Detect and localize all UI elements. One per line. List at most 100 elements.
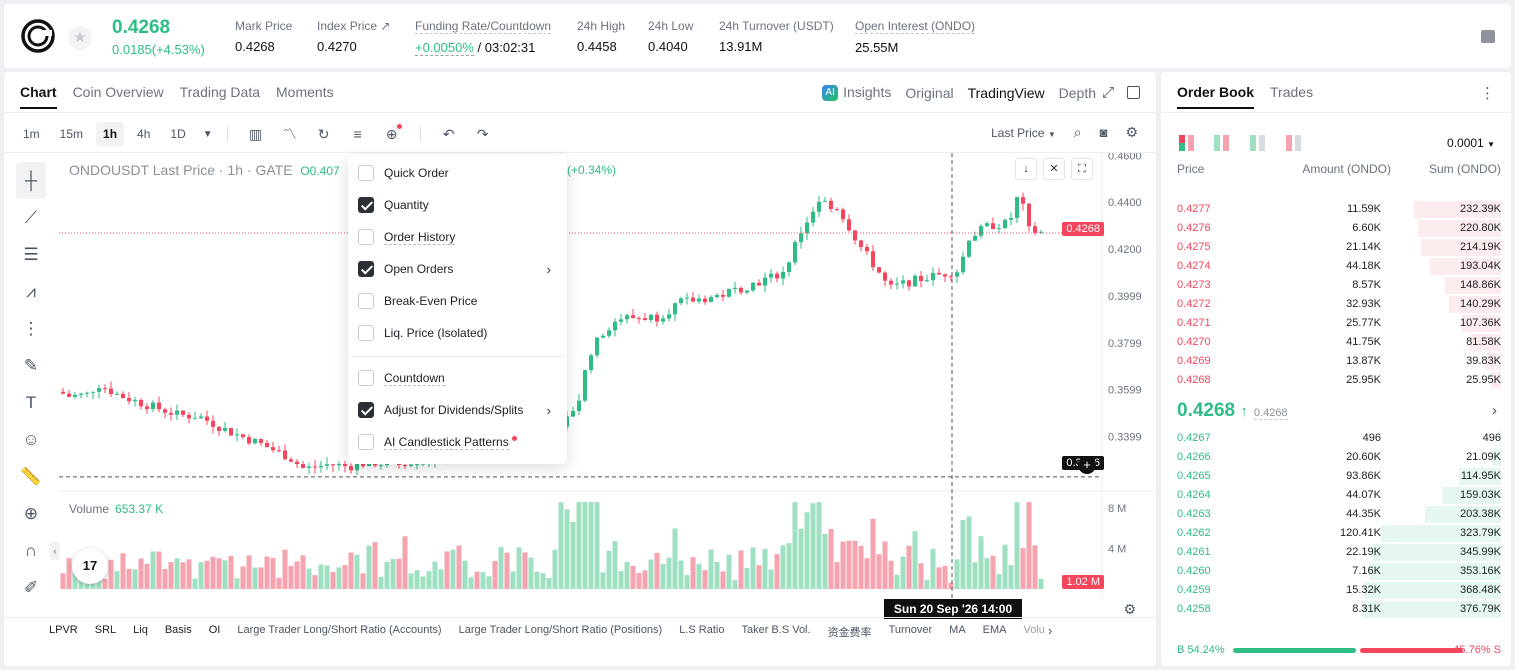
order-book-row[interactable]: 0.4276 6.60K 220.80K	[1177, 219, 1501, 238]
order-book-row[interactable]: 0.4265 93.86K 114.95K	[1177, 467, 1501, 486]
menu-item-open-orders[interactable]: Open Orders ›	[358, 257, 557, 281]
checkbox-checked[interactable]	[358, 402, 374, 418]
horizontal-lines-icon[interactable]: ☰	[23, 245, 39, 264]
order-book-row[interactable]: 0.4274 44.18K 193.04K	[1177, 257, 1501, 276]
order-book-row[interactable]: 0.4272 32.93K 140.29K	[1177, 295, 1501, 314]
checkbox[interactable]	[358, 370, 374, 386]
asks-only-icon[interactable]	[1286, 135, 1302, 151]
precision-select[interactable]: 0.0001 ▼	[1447, 136, 1495, 150]
undo-icon[interactable]: ↶	[442, 125, 455, 142]
order-book-row[interactable]: 0.4269 13.87K 39.83K	[1177, 352, 1501, 371]
timeframe-1d[interactable]: 1D	[170, 127, 186, 141]
gate-logo-icon[interactable]	[20, 18, 56, 54]
window-icon[interactable]	[1127, 86, 1140, 99]
indicator-ema[interactable]: EMA	[982, 624, 1007, 636]
checkbox[interactable]	[358, 165, 374, 181]
checkbox[interactable]	[358, 434, 374, 450]
checkbox-checked[interactable]	[358, 261, 374, 277]
order-book-row[interactable]: 0.4262 120.41K 323.79K	[1177, 524, 1501, 543]
both-sides-icon[interactable]	[1179, 135, 1195, 151]
chevron-down-icon[interactable]: ▼	[202, 128, 213, 140]
chevron-right-icon[interactable]: ›	[1048, 623, 1053, 638]
pencil-lock-icon[interactable]: ✐	[23, 578, 39, 597]
bids-asks-split-icon[interactable]	[1214, 135, 1230, 151]
menu-item-countdown[interactable]: Countdown	[358, 366, 557, 390]
checkbox-checked[interactable]	[358, 197, 374, 213]
order-book-row[interactable]: 0.4260 7.16K 353.16K	[1177, 562, 1501, 581]
chevron-right-icon[interactable]: ›	[1492, 402, 1497, 419]
magnet-icon[interactable]: ∩	[24, 541, 38, 560]
order-book-row[interactable]: 0.4267 496 496	[1177, 429, 1501, 448]
indicator-volume[interactable]: Volu	[1023, 624, 1045, 636]
emoji-icon[interactable]: ☺	[22, 430, 40, 449]
order-book-row[interactable]: 0.4268 25.95K 25.95K	[1177, 371, 1501, 390]
tab-insights[interactable]: AI Insights	[822, 84, 891, 102]
crosshair-icon[interactable]: ┼	[16, 162, 46, 199]
templates-icon[interactable]: ≡	[353, 126, 362, 142]
collapse-toolbar-icon[interactable]: ‹	[50, 542, 60, 560]
tab-trading-data[interactable]: Trading Data	[179, 84, 261, 100]
text-icon[interactable]: T	[25, 393, 37, 412]
tab-depth[interactable]: Depth	[1058, 84, 1096, 101]
indicator-large-trader-positions[interactable]: Large Trader Long/Short Ratio (Positions…	[458, 624, 663, 636]
order-book-row[interactable]: 0.4275 21.14K 214.19K	[1177, 238, 1501, 257]
order-book-row[interactable]: 0.4263 44.35K 203.38K	[1177, 505, 1501, 524]
timeframe-1h[interactable]: 1h	[96, 122, 125, 146]
menu-item-liq-price[interactable]: Liq. Price (Isolated)	[358, 321, 557, 345]
order-book-row[interactable]: 0.4277 11.59K 232.39K	[1177, 200, 1501, 219]
menu-item-ai-candlestick[interactable]: AI Candlestick Patterns	[358, 430, 557, 454]
redo-icon[interactable]: ↷	[476, 125, 489, 142]
expand-icon[interactable]: ⤢	[1101, 84, 1114, 101]
indicator-srl[interactable]: SRL	[94, 624, 117, 636]
menu-item-adjust-dividends[interactable]: Adjust for Dividends/Splits ›	[358, 398, 557, 422]
bids-only-icon[interactable]	[1250, 135, 1266, 151]
timeframe-1m[interactable]: 1m	[23, 127, 40, 141]
indicator-lpvr[interactable]: LPVR	[49, 624, 78, 636]
index-price-stat[interactable]: Index Price ↗ 0.4270	[317, 19, 390, 54]
indicator-funding-rate[interactable]: 资金费率	[827, 627, 872, 639]
search-icon[interactable]: ⌕	[1073, 124, 1082, 140]
indicator-liq[interactable]: Liq	[133, 624, 148, 636]
tab-chart[interactable]: Chart	[20, 84, 57, 109]
chart-settings-icon[interactable]: ⚙	[1123, 601, 1136, 617]
indicator-turnover[interactable]: Turnover	[888, 624, 933, 636]
order-book-row[interactable]: 0.4261 22.19K 345.99K	[1177, 543, 1501, 562]
arrow-down-icon[interactable]: ↓	[1015, 158, 1037, 180]
mid-price[interactable]: 0.4268 ↑ 0.4268	[1177, 400, 1288, 422]
favorite-star-icon[interactable]: ★	[68, 26, 92, 50]
indicators-icon[interactable]: 〽	[282, 126, 297, 142]
index-price-label[interactable]: Index Price ↗	[317, 19, 391, 33]
pattern-icon[interactable]: ⩘	[26, 282, 36, 301]
order-book-row[interactable]: 0.4271 25.77K 107.36K	[1177, 314, 1501, 333]
menu-item-break-even-price[interactable]: Break-Even Price	[358, 289, 557, 313]
collapse-icon[interactable]: ✕	[1043, 158, 1065, 180]
book-icon[interactable]	[1481, 30, 1495, 43]
tab-order-book[interactable]: Order Book	[1177, 84, 1255, 109]
menu-item-order-history[interactable]: Order History	[358, 225, 557, 249]
checkbox[interactable]	[358, 325, 374, 341]
tab-moments[interactable]: Moments	[276, 84, 334, 100]
fib-icon[interactable]: ⋮	[22, 319, 40, 338]
timeframe-4h[interactable]: 4h	[137, 127, 151, 141]
camera-icon[interactable]: ◙	[1099, 125, 1108, 140]
order-book-row[interactable]: 0.4273 8.57K 148.86K	[1177, 276, 1501, 295]
timeframe-15m[interactable]: 15m	[59, 127, 84, 141]
more-options-icon[interactable]: ⋮	[1480, 85, 1495, 102]
ruler-icon[interactable]: 📏	[20, 467, 42, 486]
menu-item-quick-order[interactable]: Quick Order	[358, 161, 557, 185]
zoom-in-icon[interactable]: ⊕	[23, 504, 39, 523]
indicator-ma[interactable]: MA	[949, 624, 966, 636]
menu-item-quantity[interactable]: Quantity	[358, 193, 557, 217]
price-type-select[interactable]: Last Price ▼	[991, 126, 1056, 140]
indicator-basis[interactable]: Basis	[164, 624, 192, 636]
indicator-large-trader-accounts[interactable]: Large Trader Long/Short Ratio (Accounts)	[237, 624, 442, 636]
candlestick-chart[interactable]: 0.4600 0.4400 0.4200 0.3999 0.3799 0.3599 0.33…	[59, 153, 1156, 598]
indicator-oi[interactable]: OI	[208, 624, 221, 636]
checkbox[interactable]	[358, 293, 374, 309]
checkbox[interactable]	[358, 229, 374, 245]
refresh-icon[interactable]: ↻	[317, 125, 330, 142]
candlestick-icon[interactable]: ▥	[249, 125, 263, 142]
tab-coin-overview[interactable]: Coin Overview	[72, 84, 164, 100]
order-book-row[interactable]: 0.4264 44.07K 159.03K	[1177, 486, 1501, 505]
tab-original[interactable]: Original	[905, 84, 954, 101]
